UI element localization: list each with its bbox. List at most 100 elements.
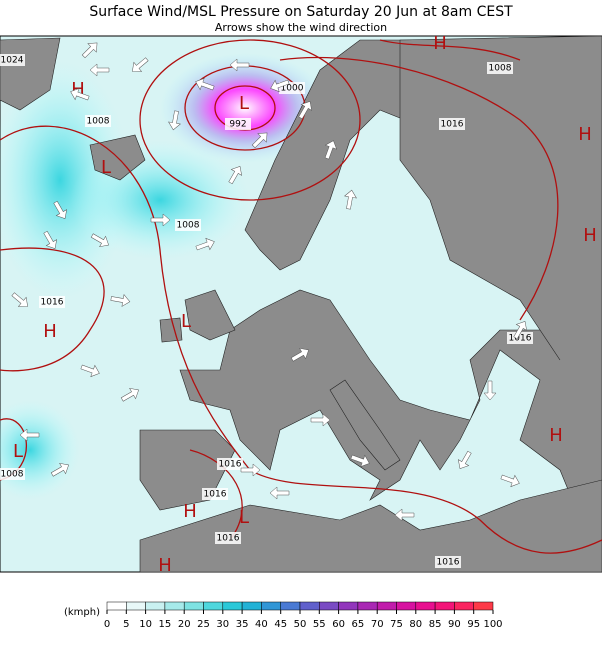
wind-arrow bbox=[53, 200, 68, 219]
isobar-label: 1016 bbox=[204, 490, 227, 500]
map: 1024 1008 1008 992 1000 1016 1008 1016 1016 1016 1… bbox=[0, 33, 602, 576]
pressure-center: L bbox=[13, 441, 23, 462]
wind-arrow bbox=[81, 42, 98, 59]
label-box bbox=[0, 468, 25, 480]
label-box bbox=[39, 296, 65, 308]
wind-arrow bbox=[310, 413, 331, 427]
wind-arrow bbox=[11, 292, 28, 307]
colorbar-label: 75 bbox=[390, 619, 403, 630]
colorbar-segment bbox=[261, 601, 281, 611]
pressure-center: L bbox=[239, 93, 249, 114]
colorbar-label: 35 bbox=[236, 619, 249, 630]
colorbar-label: 15 bbox=[159, 619, 172, 630]
land bbox=[0, 35, 602, 573]
colorbar-segment bbox=[357, 601, 378, 611]
label-box bbox=[0, 54, 25, 66]
colorbar-segment bbox=[183, 601, 204, 611]
wind-arrow bbox=[168, 110, 181, 131]
pressure-center: H bbox=[183, 501, 197, 522]
pressure-center: H bbox=[158, 555, 172, 576]
colorbar-segment bbox=[203, 601, 224, 611]
wind-arrow bbox=[350, 454, 370, 468]
subtitle: Arrows show the wind direction bbox=[215, 21, 387, 34]
label-box bbox=[215, 532, 241, 544]
isobar-labels: 1024 1008 1008 992 1000 1016 1008 1016 1016 1016 1… bbox=[0, 33, 597, 576]
legend-unit: (kmph) bbox=[64, 607, 100, 618]
isobar-label: 1008 bbox=[177, 221, 200, 231]
colorbar-segment bbox=[164, 601, 185, 611]
colorbar-label: 70 bbox=[371, 619, 384, 630]
pressure-center: H bbox=[43, 321, 57, 342]
label-box bbox=[225, 118, 251, 130]
colorbar-segment bbox=[396, 601, 417, 611]
colorbar-segment bbox=[106, 601, 127, 611]
label-box bbox=[439, 118, 465, 130]
colorbar-segment bbox=[126, 601, 146, 611]
label-box bbox=[487, 62, 513, 74]
colorbar-label: 45 bbox=[274, 619, 287, 630]
wind-arrow bbox=[513, 321, 528, 340]
wind-arrow bbox=[229, 58, 250, 72]
wind-arrow bbox=[132, 57, 149, 72]
pressure-center: H bbox=[549, 425, 563, 446]
wind-arrow bbox=[344, 189, 357, 210]
wind-arrow bbox=[195, 237, 215, 251]
wind-arrows bbox=[11, 42, 528, 522]
wind-arrow bbox=[228, 166, 243, 185]
wind-arrow bbox=[240, 463, 261, 477]
wind-arrow bbox=[457, 450, 472, 469]
label-box bbox=[85, 115, 111, 127]
colorbar-label: 85 bbox=[429, 619, 442, 630]
colorbar-label: 90 bbox=[448, 619, 461, 630]
isobar-label: 1008 bbox=[87, 117, 110, 127]
wind-arrow bbox=[80, 364, 100, 378]
colorbar-label: 10 bbox=[139, 619, 152, 630]
isobar-label: 1016 bbox=[441, 120, 464, 130]
colorbar-segment bbox=[145, 601, 166, 611]
wind-arrow bbox=[120, 387, 139, 402]
wind-arrow bbox=[251, 132, 268, 149]
colorbar-segment bbox=[222, 601, 243, 611]
pressure-center: H bbox=[578, 124, 592, 145]
colorbar-label: 65 bbox=[352, 619, 365, 630]
isobar-label: 992 bbox=[229, 120, 246, 130]
pressure-center: L bbox=[181, 311, 191, 332]
isobar-label: 1024 bbox=[1, 56, 24, 66]
wind-arrow bbox=[90, 233, 109, 248]
wind-arrow bbox=[195, 77, 215, 91]
wind-arrow bbox=[394, 508, 415, 522]
wind-arrow bbox=[270, 79, 290, 93]
colorbar-segment bbox=[376, 601, 397, 611]
colorbar-segment bbox=[338, 601, 359, 611]
colorbar-label: 20 bbox=[178, 619, 191, 630]
legend: (kmph) 0 5 10 15 20 25 30 35 40 45 50 55 60 65 70 75 80 8… bbox=[64, 601, 503, 630]
colorbar-segment bbox=[415, 601, 436, 611]
wind-arrow bbox=[19, 428, 40, 442]
isobar-label: 1016 bbox=[217, 534, 240, 544]
wind-arrow bbox=[89, 63, 110, 77]
wind-arrow bbox=[324, 140, 338, 160]
colorbar-label: 0 bbox=[104, 619, 110, 630]
isobar-label: 1016 bbox=[509, 334, 532, 344]
isobar-label: 1016 bbox=[219, 460, 242, 470]
isobar-label: 1008 bbox=[489, 64, 512, 74]
colorbar-label: 25 bbox=[197, 619, 210, 630]
wind-arrow bbox=[110, 294, 131, 307]
isobar-label: 1000 bbox=[281, 84, 304, 94]
colorbar-label: 50 bbox=[294, 619, 307, 630]
wind-arrow bbox=[290, 347, 309, 362]
colorbar-label: 30 bbox=[216, 619, 229, 630]
isobar-label: 1008 bbox=[1, 470, 24, 480]
pressure-center: H bbox=[583, 225, 597, 246]
colorbar-segment bbox=[473, 601, 494, 611]
title: Surface Wind/MSL Pressure on Saturday 20… bbox=[89, 4, 513, 20]
colorbar-label: 55 bbox=[313, 619, 326, 630]
pressure-center: L bbox=[239, 507, 249, 528]
pressure-center: H bbox=[433, 33, 447, 54]
wind-arrow bbox=[269, 486, 290, 500]
colorbar-segment bbox=[454, 601, 474, 611]
colorbar-segment bbox=[319, 601, 339, 611]
wind-arrow bbox=[50, 462, 69, 477]
